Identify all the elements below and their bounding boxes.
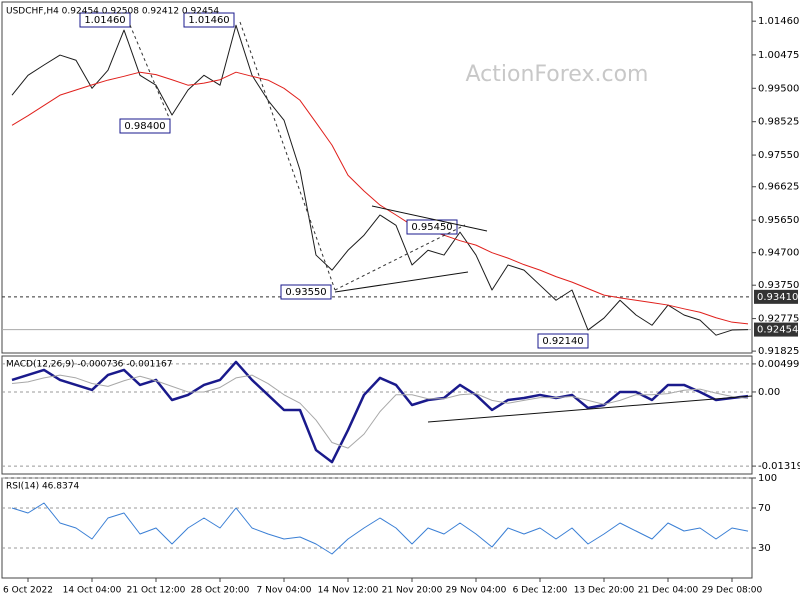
x-tick-label: 14 Oct 04:00: [63, 586, 122, 596]
y-tick-label: 0.95650: [758, 215, 799, 226]
annotation-box: [280, 284, 332, 300]
annotation-box: [79, 12, 131, 28]
trend-line: [334, 224, 466, 291]
y-tick-label: 0.91825: [758, 346, 799, 357]
series-line: [11, 360, 749, 464]
y-tick-label: 70: [758, 503, 771, 514]
y-tick-label: -0.013193: [758, 461, 800, 472]
series-line: [11, 71, 749, 325]
x-tick-label: 7 Nov 04:00: [257, 586, 312, 596]
trend-line: [334, 271, 469, 293]
y-tick-label: 0.004993: [758, 359, 800, 370]
y-tick-label: 1.00475: [758, 50, 799, 61]
annotation-box: [183, 12, 235, 28]
y-tick-label: 0.92775: [758, 314, 799, 325]
annotation-label: 0.93550: [285, 287, 326, 298]
level-label: 0.93410: [757, 292, 798, 303]
annotation-label: 1.01460: [188, 15, 229, 26]
annotation-box: [537, 333, 589, 349]
x-tick-label: 21 Nov 20:00: [382, 586, 443, 596]
y-tick-label: 30: [758, 543, 771, 554]
panel-title: USDCHF,H4 0.92454 0.92508 0.92412 0.9245…: [6, 7, 219, 17]
series-line: [11, 24, 749, 336]
x-tick-label: 6 Dec 12:00: [513, 586, 568, 596]
level-label-box: [754, 289, 798, 304]
main-panel-frame: [1, 1, 753, 354]
x-tick-label: 29 Dec 08:00: [702, 586, 763, 596]
macd-trend-line: [427, 395, 753, 423]
level-label-box: [754, 322, 798, 337]
annotation-label: 0.95450: [411, 222, 452, 233]
plot-layer: 1.01460 1.00475 0.99500 0.98525 0.97550 0.966…: [2, 7, 800, 596]
x-tick-label: 28 Oct 20:00: [191, 586, 250, 596]
annotation-box: [406, 219, 458, 235]
x-tick-label: 13 Dec 20:00: [574, 586, 635, 596]
y-tick-label: 0.96625: [758, 182, 799, 193]
trend-line: [239, 21, 336, 291]
x-tick-label: 21 Dec 04:00: [638, 586, 699, 596]
trend-line: [371, 205, 488, 232]
trend-line: [129, 24, 171, 121]
series-line: [11, 502, 749, 555]
macd-panel-frame: [1, 355, 753, 475]
x-tick-label: 14 Nov 12:00: [318, 586, 379, 596]
y-tick-label: 0.99500: [758, 83, 799, 94]
x-tick-label: 29 Nov 04:00: [446, 586, 507, 596]
y-tick-label: 0.97550: [758, 150, 799, 161]
y-tick-label: 1.01460: [758, 16, 799, 27]
annotation-label: 0.98400: [124, 121, 165, 132]
annotation-label: 1.01460: [84, 15, 125, 26]
y-tick-label: 0.93750: [758, 280, 799, 291]
y-tick-label: 0.98525: [758, 117, 799, 128]
y-tick-label: 100: [758, 473, 777, 484]
x-tick-label: 6 Oct 2022: [3, 586, 53, 596]
y-tick-label: 0.94700: [758, 248, 799, 259]
series-line: [11, 374, 749, 449]
panel-title: RSI(14) 46.8374: [6, 482, 79, 492]
x-tick-label: 21 Oct 12:00: [127, 586, 186, 596]
panel-title: MACD(12,26,9) -0.000736 -0.001167: [6, 360, 172, 370]
y-tick-label: 0.00: [758, 387, 780, 398]
level-label: 0.92454: [757, 325, 798, 336]
annotation-box: [119, 118, 171, 134]
watermark: ActionForex.com: [466, 62, 649, 87]
annotation-label: 0.92140: [542, 336, 583, 347]
